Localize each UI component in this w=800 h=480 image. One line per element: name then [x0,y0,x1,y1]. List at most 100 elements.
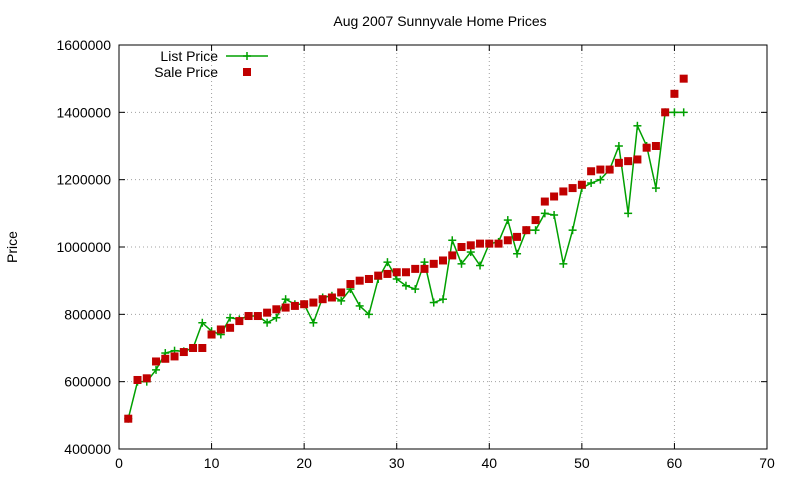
x-tick-label: 50 [574,455,590,471]
x-tick-label: 0 [115,455,123,471]
sale-price-point [364,274,373,283]
sale-price-point [494,239,503,248]
sale-price-point [383,269,392,278]
sale-price-point [235,317,244,326]
list-price-point [679,108,688,117]
legend-marker [243,52,251,60]
sale-price-point [161,354,170,363]
sale-price-point [577,180,586,189]
sale-price-point [133,375,142,384]
sale-price-point [540,197,549,206]
sale-price-point [550,192,559,201]
sale-price-point [226,323,235,332]
sale-price-point [568,184,577,193]
sale-price-point [290,301,299,310]
x-tick-label: 20 [296,455,312,471]
legend-marker [243,68,251,76]
sale-price-point [327,293,336,302]
sale-price-point [281,303,290,312]
y-axis-label: Price [4,231,20,263]
sale-price-point [179,348,188,357]
x-tick-label: 40 [481,455,497,471]
sale-price-point [513,232,522,241]
list-price-point [540,209,549,218]
series-list-price [124,108,688,423]
list-price-point [439,295,447,304]
y-tick-label: 1200000 [56,172,111,188]
list-price-point [411,285,420,294]
sale-price-point [642,143,651,152]
list-price-point [429,298,438,307]
list-price-point [559,259,568,268]
list-price-point [309,318,318,327]
list-price-point [466,248,475,257]
y-tick-label: 800000 [64,306,111,322]
list-price-point [337,296,346,305]
list-price-point [364,310,373,319]
sale-price-point [476,239,485,248]
sale-price-point [124,414,133,423]
list-price-point [633,121,642,130]
list-price-point [263,318,272,327]
sale-price-point [216,325,225,334]
sale-price-point [244,312,253,321]
sale-price-point [272,305,281,314]
list-price-point [596,175,605,184]
sale-price-point [309,298,318,307]
sale-price-point [189,344,198,352]
sale-price-point [429,259,438,268]
list-price-point [503,216,512,225]
sale-price-point [420,264,429,273]
chart-title: Aug 2007 Sunnyvale Home Prices [333,13,546,29]
series-sale-price [124,74,688,423]
list-price-point [355,301,364,310]
list-price-point [457,259,466,268]
sale-price-point [374,271,383,280]
sale-price-point [355,276,364,285]
list-price-point [513,249,522,258]
y-tick-label: 1400000 [56,104,111,120]
sale-price-point [439,256,447,265]
sale-price-point [457,243,466,251]
legend-label: List Price [160,48,218,64]
y-tick-label: 1000000 [56,239,111,255]
sale-price-point [670,89,679,98]
sale-price-point [596,165,605,174]
list-price-point [476,261,485,270]
list-price-point [568,226,577,235]
legend-label: Sale Price [154,64,218,80]
sale-price-point [587,167,596,176]
list-price-point [624,209,633,218]
grid [119,45,767,449]
x-tick-label: 10 [204,455,220,471]
sale-price-point [411,264,420,273]
list-price-point [550,211,559,220]
sale-price-point [401,268,410,277]
sale-price-point [346,280,355,289]
legend-swatch [226,52,268,60]
sale-price-point [531,216,540,225]
list-price-point [272,313,281,322]
sale-price-point [392,268,401,277]
sale-price-point [661,108,670,117]
legend-swatch [243,68,251,76]
y-tick-label: 400000 [64,441,111,457]
list-price-point [448,236,457,245]
list-price-point [587,179,596,188]
sale-price-point [300,300,309,309]
sale-price-point [253,312,262,321]
x-tick-label: 60 [667,455,683,471]
sale-price-point [679,74,688,83]
list-price-point [392,274,401,283]
x-tick-label: 30 [389,455,405,471]
list-price-point [152,365,161,374]
list-price-point [226,313,235,322]
sale-price-point [651,142,660,150]
sale-price-point [152,357,161,366]
sale-price-point [624,157,633,166]
sale-price-point [466,241,475,250]
sale-price-point [170,352,179,361]
list-price-point [383,258,392,267]
